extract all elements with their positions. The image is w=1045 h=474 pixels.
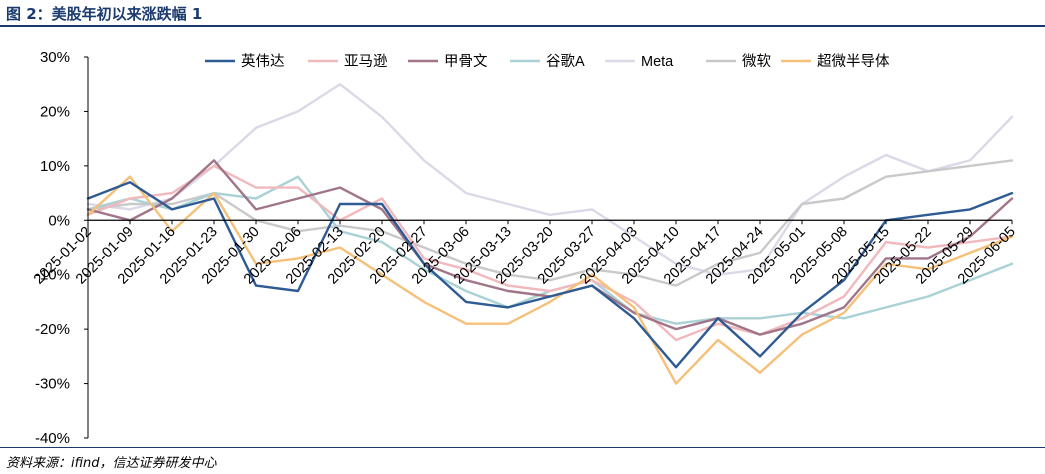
y-tick-label: 10%	[40, 158, 70, 175]
series-layer	[86, 82, 1014, 385]
legend-label: 英伟达	[241, 52, 285, 70]
legend-label: 微软	[742, 53, 771, 70]
legend-item-5: 微软	[706, 53, 771, 70]
legend-item-6: 超微半导体	[781, 53, 890, 70]
title-rule	[0, 25, 1045, 27]
legend-label: 谷歌A	[546, 53, 585, 70]
y-tick-label: -30%	[35, 376, 70, 393]
source-note: 资料来源：ifind，信达证券研发中心	[6, 456, 217, 471]
y-tick-label: -20%	[35, 321, 70, 338]
legend: 英伟达 亚马逊 甲骨文 谷歌A Meta 微软 超微半导体	[205, 52, 890, 70]
legend-label: Meta	[641, 54, 674, 70]
figure-title: 图 2：美股年初以来涨跌幅 1	[6, 5, 203, 23]
legend-item-1: 亚马逊	[308, 53, 388, 70]
y-tick-label: 0%	[48, 212, 70, 229]
series-line-4	[86, 82, 1014, 276]
legend-item-0: 英伟达	[205, 52, 285, 70]
legend-item-4: Meta	[605, 54, 674, 70]
series-line-5	[86, 159, 1014, 287]
legend-label: 亚马逊	[344, 53, 388, 70]
bottom-rule	[0, 447, 1045, 448]
legend-item-3: 谷歌A	[510, 53, 585, 70]
y-tick-label: -10%	[35, 267, 70, 284]
series-line-1	[86, 164, 1014, 342]
line-chart: 30%20%10%0%-10%-20%-30%-40%2025-01-02202…	[31, 49, 1019, 447]
legend-label: 超微半导体	[817, 53, 890, 70]
y-tick-label: 30%	[40, 49, 70, 66]
axis-layer: 30%20%10%0%-10%-20%-30%-40%2025-01-02202…	[31, 49, 1019, 447]
y-tick-label: 20%	[40, 103, 70, 120]
y-tick-label: -40%	[35, 430, 70, 447]
legend-label: 甲骨文	[444, 53, 488, 70]
series-line-6	[86, 175, 1014, 385]
legend-item-2: 甲骨文	[408, 53, 488, 70]
series-line-0	[86, 180, 1014, 369]
